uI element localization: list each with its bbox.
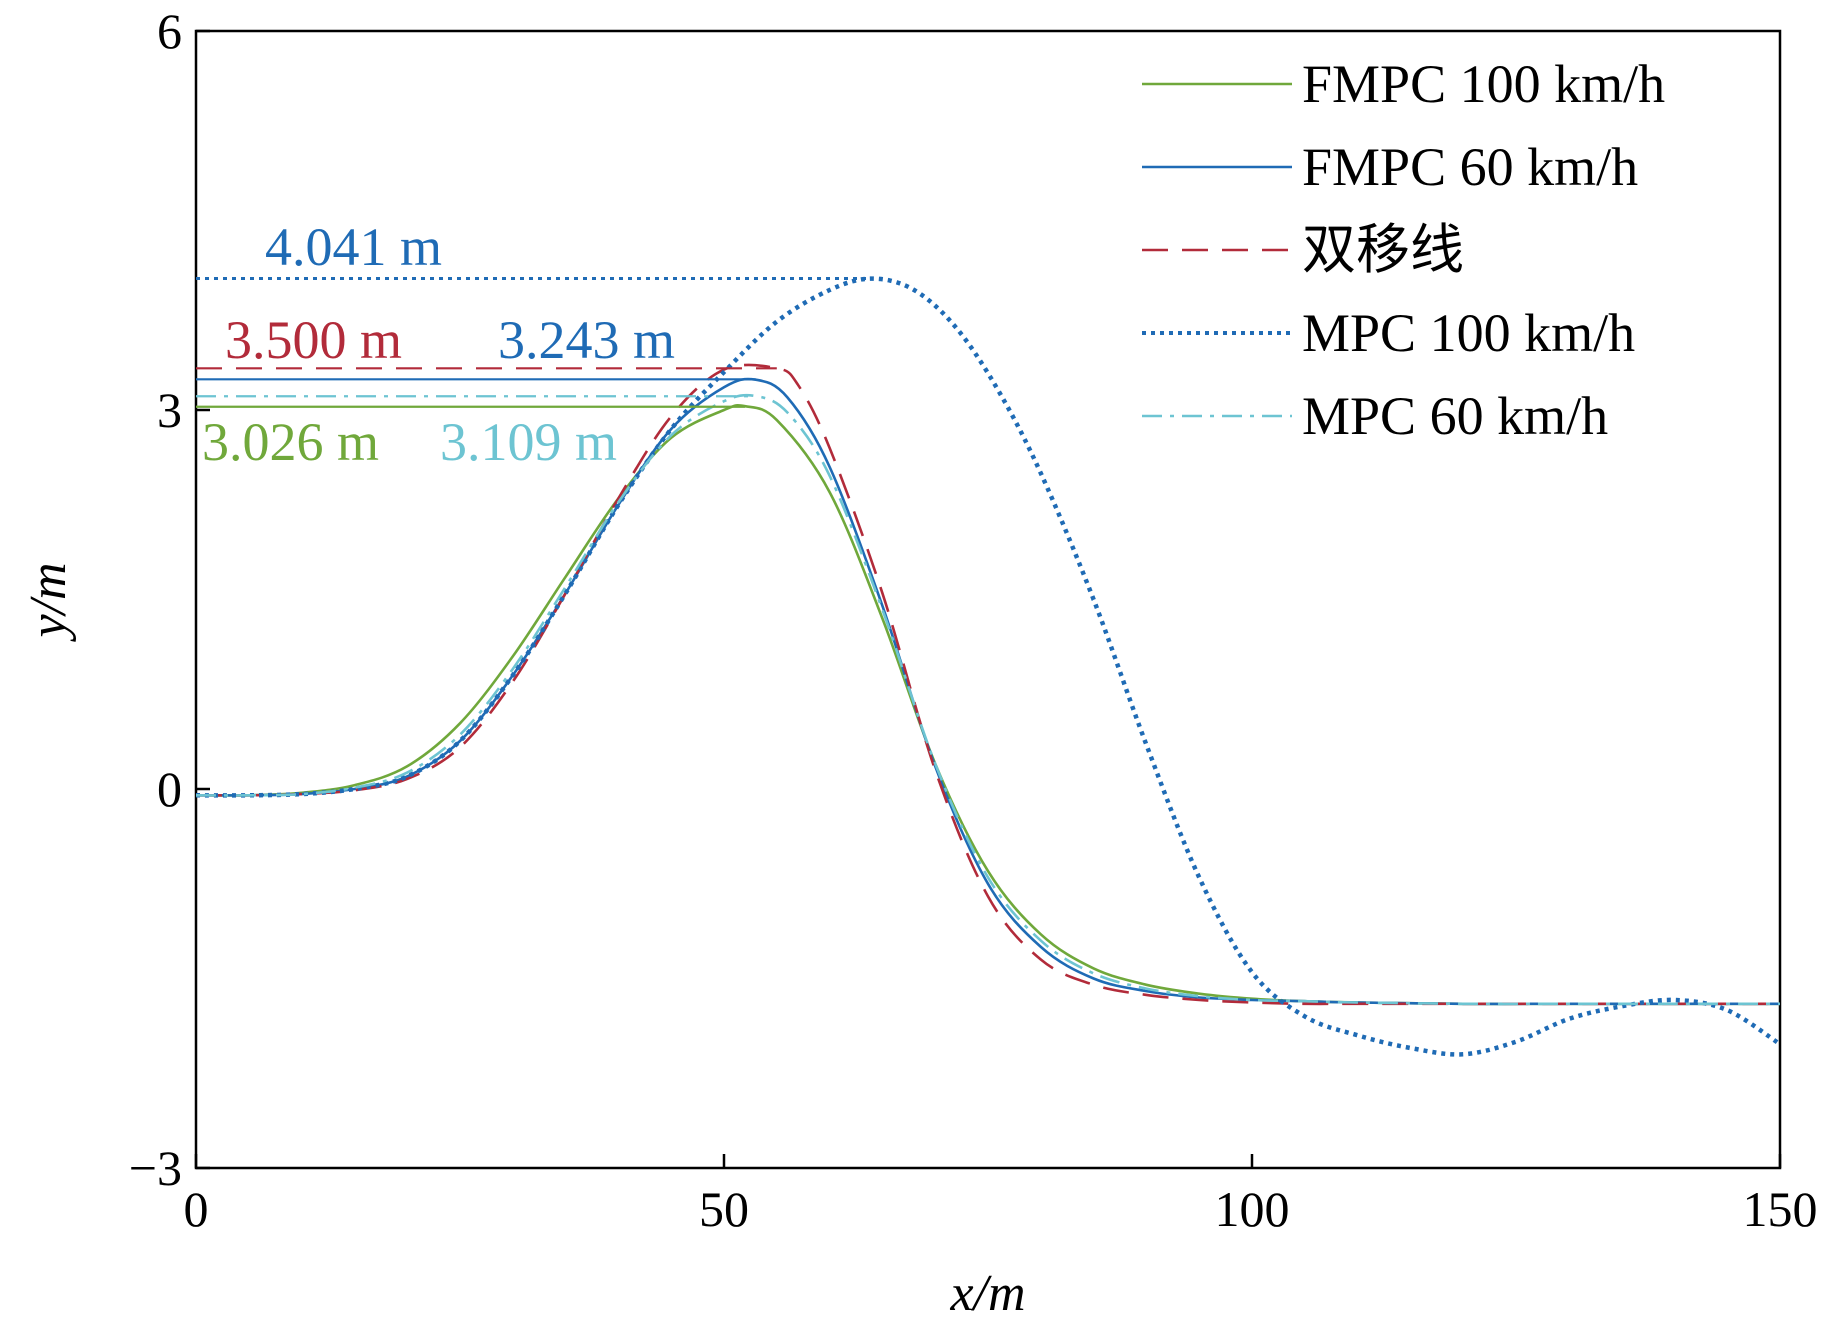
x-tick-label: 50	[699, 1181, 749, 1237]
legend-label: FMPC 60 km/h	[1302, 137, 1638, 197]
series-line-5	[196, 393, 1780, 1006]
y-tick-label: −3	[129, 1140, 182, 1196]
plot-frame	[194, 29, 1782, 1170]
legend-label: FMPC 100 km/h	[1302, 54, 1665, 114]
peak-value-label: 3.500 m	[225, 310, 402, 370]
y-axis-label: y/m	[20, 562, 77, 642]
peak-value-label: 3.109 m	[440, 412, 617, 472]
legend-label: 双移线	[1302, 220, 1464, 280]
peak-value-label: 3.026 m	[202, 412, 379, 472]
legend-label: MPC 60 km/h	[1302, 386, 1608, 446]
x-tick-label: 100	[1215, 1181, 1290, 1237]
y-tick-label: 3	[157, 382, 182, 438]
y-tick-label: 0	[157, 761, 182, 817]
x-tick-label: 150	[1743, 1181, 1818, 1237]
x-tick-label: 0	[184, 1181, 209, 1237]
peak-value-label: 3.243 m	[498, 310, 675, 370]
legend-label: MPC 100 km/h	[1302, 303, 1635, 363]
series-line-4	[196, 276, 1780, 1057]
series-line-3	[196, 363, 1780, 1006]
x-axis-label: x/m	[949, 1265, 1025, 1322]
series-line-2	[196, 377, 1780, 1006]
y-tick-label: 6	[157, 3, 182, 59]
series-line-1	[196, 403, 1780, 1006]
peak-value-label: 4.041 m	[265, 217, 442, 277]
